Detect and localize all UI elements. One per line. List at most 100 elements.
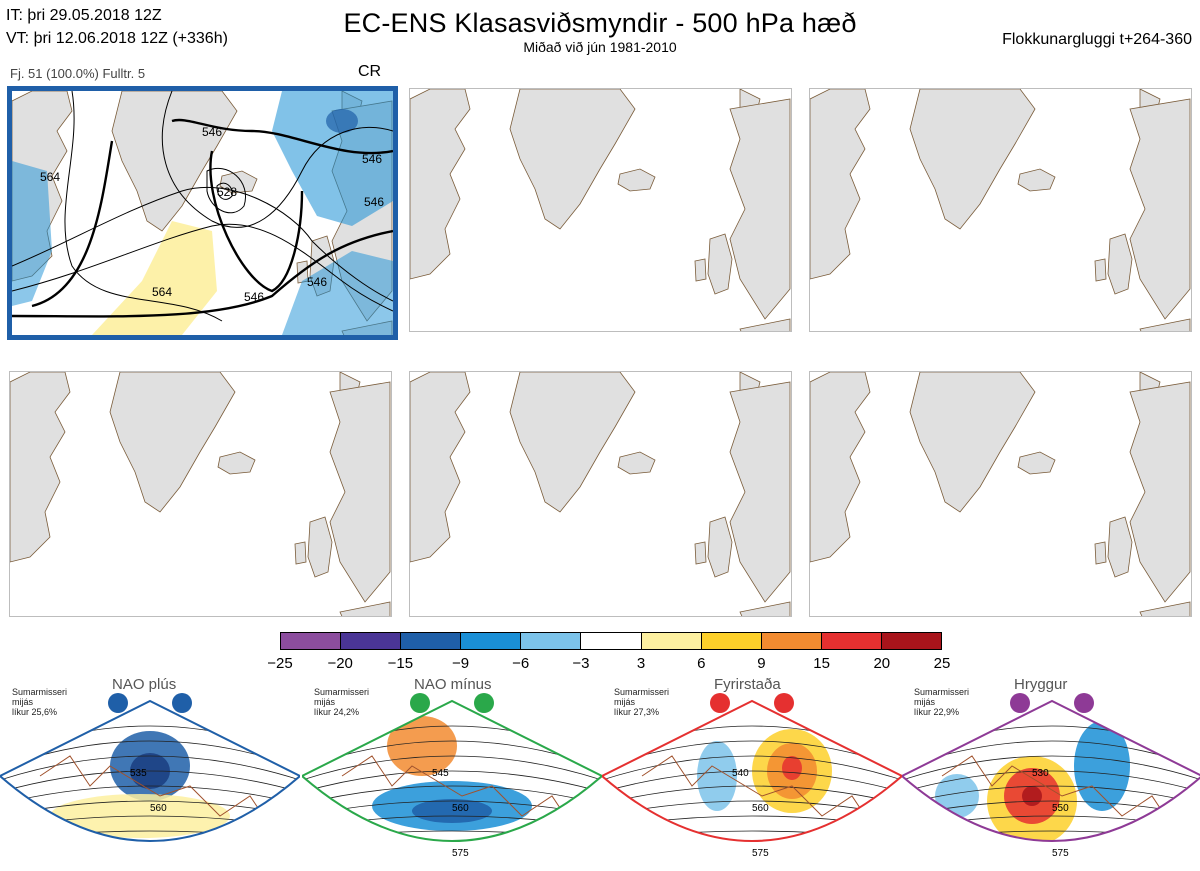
colorbar-swatch [821, 633, 882, 649]
colorbar-swatch [341, 633, 402, 649]
regime-info-line: líkur 22,9% [914, 707, 960, 717]
colorbar-tick-label: −3 [572, 655, 590, 672]
regime-outline [602, 699, 902, 842]
colorbar-tick-label: 15 [813, 655, 830, 672]
regime-contour-label: 530 [1032, 768, 1049, 779]
regime-marker-dot [1074, 693, 1094, 713]
regime-contour-label: 540 [732, 768, 749, 779]
regime-map: 545 560 575 [302, 699, 602, 864]
anomaly-blob [1074, 721, 1130, 811]
cluster-panel-3[interactable] [809, 88, 1192, 332]
colorbar [280, 632, 942, 650]
page-subtitle: Miðað við jún 1981-2010 [523, 39, 677, 55]
coastline [941, 755, 1173, 827]
cluster-panel-1[interactable]: 546 546 546 546 546 564 564 528 [7, 86, 398, 340]
regime-info: Sumarmisseri mijás líkur 24,2% [314, 687, 369, 717]
contour-label: 564 [40, 170, 60, 184]
anomaly-blob [387, 716, 457, 776]
contour-label: 528 [217, 185, 237, 199]
regime-contour-label: 575 [452, 848, 469, 859]
coastline [39, 755, 271, 827]
colorbar-tick-label: 3 [636, 655, 646, 672]
height-contour [0, 785, 300, 805]
anomaly-blob [412, 799, 492, 823]
contour-label: 564 [152, 285, 172, 299]
regime-contour-label: 535 [130, 768, 147, 779]
colorbar-swatch [701, 633, 762, 649]
regime-contour-label: 575 [1052, 848, 1069, 859]
regime-info-line: líkur 25,6% [12, 707, 58, 717]
colorbar-tick-label: 25 [933, 655, 951, 672]
anomaly-blob [1022, 786, 1042, 806]
regime-outline [902, 699, 1200, 842]
regime-info: Sumarmisseri mijás líkur 22,9% [914, 687, 969, 717]
regime-map: 535 560 [0, 699, 300, 864]
cluster-panel-5[interactable] [409, 371, 792, 617]
regime-info: Sumarmisseri mijás líkur 25,6% [12, 687, 67, 717]
cluster-map-2 [410, 89, 791, 331]
height-contour [602, 770, 902, 793]
regime-info-line: Sumarmisseri [914, 687, 970, 697]
colorbar-tick-label: 9 [757, 655, 766, 672]
coastline [341, 755, 573, 827]
regime-map: 540 560 575 [602, 699, 902, 859]
regime-marker-dot [774, 693, 794, 713]
regime-name: Fyrirstaða [714, 676, 781, 693]
regime-contour-label: 575 [752, 848, 769, 859]
height-contour [902, 846, 1200, 852]
regime-contour-label: 560 [452, 803, 469, 814]
height-contour [0, 861, 300, 864]
regime-info-line: mijás [314, 697, 336, 707]
height-contour [602, 785, 902, 805]
negative-anomaly [272, 91, 393, 226]
contour-label: 546 [364, 195, 384, 209]
page-title: EC-ENS Klasasviðsmyndir - 500 hPa hæð [343, 8, 857, 38]
regime-name: Hryggur [1014, 676, 1068, 693]
cluster-map-6 [810, 372, 1191, 616]
anomaly-blob [935, 774, 979, 818]
cluster-panel-6[interactable] [809, 371, 1192, 617]
regime-contour-label: 550 [1052, 803, 1069, 814]
cluster-map-5 [410, 372, 791, 616]
height-contour [0, 770, 300, 793]
anomaly-blob [782, 756, 802, 780]
height-contour [302, 755, 602, 781]
colorbar-swatch [761, 633, 822, 649]
contour-label: 546 [362, 152, 382, 166]
height-contour [902, 861, 1200, 864]
height-contour [302, 861, 602, 864]
classification-window: Flokkunargluggi t+264-360 [1002, 31, 1192, 48]
colorbar-swatch [461, 633, 522, 649]
colorbar-swatch [581, 633, 642, 649]
regime-marker-dot [108, 693, 128, 713]
regime-info: Sumarmisseri mijás líkur 27,3% [614, 687, 669, 717]
regime-info-line: líkur 27,3% [614, 707, 660, 717]
contour-label: 546 [244, 290, 264, 304]
height-contour [0, 755, 300, 781]
coastline [641, 755, 873, 827]
colorbar-tick-label: 6 [697, 655, 706, 672]
cluster-map-1: 546 546 546 546 546 564 564 528 [12, 91, 393, 335]
height-contour [902, 755, 1200, 781]
colorbar-tick-label: −9 [451, 655, 470, 672]
cluster-panel-4[interactable] [9, 371, 392, 617]
regime-info-line: mijás [614, 697, 636, 707]
regime-info-line: líkur 24,2% [314, 707, 360, 717]
regime-map: 530 550 575 [902, 699, 1200, 864]
colorbar-swatch [641, 633, 702, 649]
height-contour [302, 785, 602, 805]
regime-info-line: Sumarmisseri [614, 687, 670, 697]
contour-label: 546 [307, 275, 327, 289]
contour-label: 546 [202, 125, 222, 139]
height-contour [302, 770, 602, 793]
cluster-panel-2[interactable] [409, 88, 792, 332]
regime-marker-dot [710, 693, 730, 713]
colorbar-tick-label: 20 [873, 655, 891, 672]
regime-info-line: mijás [12, 697, 34, 707]
cluster-info: Fj. 51 (100.0%) Fulltr. 5 [10, 66, 146, 81]
regime-info-line: Sumarmisseri [12, 687, 68, 697]
regime-marker-dot [474, 693, 494, 713]
colorbar-swatch [881, 633, 942, 649]
height-contour [902, 770, 1200, 793]
height-contour [0, 846, 300, 852]
